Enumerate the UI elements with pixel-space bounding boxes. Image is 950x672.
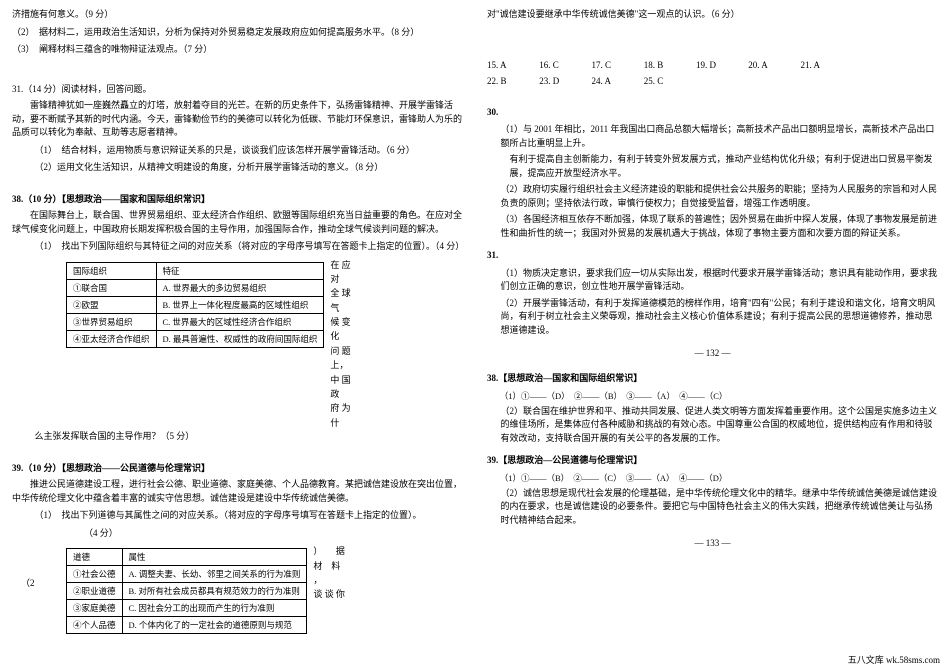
t1-h1: 国际组织 <box>67 262 157 279</box>
t2-r2c1: C. 因社会分工的出现而产生的行为准则 <box>122 600 307 617</box>
sn1-3: 问 题 上， <box>330 344 354 373</box>
sn1-1: 全 球 气 <box>330 286 354 315</box>
q31a-block: 31. （1）物质决定意识，要求我们应一切从实际出发，根据时代要求开展学雷锋活动… <box>487 249 938 340</box>
t2-r0c0: ①社会公德 <box>67 566 123 583</box>
q30-block: 30. （1）与 2001 年相比，2011 年我国出口商品总额大幅增长；高新技… <box>487 106 938 244</box>
q31a-i2: （2）开展学雷锋活动，有利于发挥道德模范的榜样作用，培育"四有"公民；有利于建设… <box>501 297 939 338</box>
a22: 22. B <box>487 76 537 86</box>
sn1-4: 中 国 政 <box>330 373 354 402</box>
t1-r1c1: B. 世界上一体化程度最高的区域性组织 <box>156 296 324 313</box>
q30-head: 30. <box>487 106 938 120</box>
page-133: — 133 — <box>487 538 938 548</box>
q38a-2: （2）联合国在维护世界和平、推动共同发展、促进人类文明等方面发挥着重要作用。这个… <box>487 405 938 446</box>
a24: 24. A <box>592 76 642 86</box>
answers-row1: 15. A 16. C 17. C 18. B 19. D 20. A 21. … <box>487 60 938 70</box>
a25: 25. C <box>644 76 694 86</box>
q30-i3: （3）各国经济相互依存不断加强，体现了联系的普遍性；因外贸易在曲折中探人发展，体… <box>501 213 939 240</box>
q38a-block: 38.【思想政治—国家和国际组织常识】 （1）①——（D） ②——（B） ③——… <box>487 372 938 448</box>
t2-r3c0: ④个人品德 <box>67 617 123 634</box>
sn2-1: 材 料 ， <box>313 559 345 588</box>
q31a-head: 31. <box>487 249 938 263</box>
t1-r3c1: D. 最具普遍性、权威性的政府间国际组织 <box>156 330 324 347</box>
table-org: 国际组织 特征 ①联合国A. 世界最大的多边贸易组织 ②欧盟B. 世界上一体化程… <box>66 262 324 348</box>
q30-i1b: 有利于提高自主创新能力，有利于转变外贸发展方式，推动产业结构优化升级；有利于促进… <box>501 153 939 180</box>
answers-row2: 22. B 23. D 24. A 25. C <box>487 76 938 86</box>
q39a-2: （2）诚信思想是现代社会发展的伦理基础，是中华传统伦理文化中的精华。继承中华传统… <box>487 487 938 528</box>
t2-r0c1: A. 调整夫妻、长幼、邻里之间关系的行为准则 <box>122 566 307 583</box>
a15: 15. A <box>487 60 537 70</box>
q30-i1: （1）与 2001 年相比，2011 年我国出口商品总额大幅增长；高新技术产品出… <box>501 123 939 150</box>
top-line-1: 济措施有何意义。（9 分） <box>12 8 463 22</box>
sn2-2: 谈 谈 你 <box>313 587 345 601</box>
q39-heading: 39.（10 分）【思想政治——公民道德与伦理常识】 <box>12 462 463 476</box>
t2-h1: 道德 <box>67 549 123 566</box>
a19: 19. D <box>696 60 746 70</box>
q31a-i1: （1）物质决定意识，要求我们应一切从实际出发，根据时代要求开展学雷锋活动；意识具… <box>501 267 939 294</box>
table2-wrap: 道德 属性 ①社会公德A. 调整夫妻、长幼、邻里之间关系的行为准则 ②职业道德B… <box>12 544 463 638</box>
top-line-2: （2） 据材料二，运用政治生活知识，分析为保持对外贸易稳定发展政府应如何提高服务… <box>12 26 463 40</box>
q39-sub1: （1） 找出下列道德与其属性之间的对应关系。（将对应的字母序号填写在答题卡上指定… <box>12 509 463 523</box>
a16: 16. C <box>539 60 589 70</box>
q39a-arrow: （1）①——（B） ②——（C） ③——（A） ④——（D） <box>487 472 938 484</box>
side2-pre: （2 <box>21 576 35 589</box>
table-morality: 道德 属性 ①社会公德A. 调整夫妻、长幼、邻里之间关系的行为准则 ②职业道德B… <box>66 548 307 634</box>
q38-tail: 么主张发挥联合国的主导作用？（5 分） <box>12 430 463 444</box>
sn2-0: ） 据 <box>313 544 345 558</box>
sn1-5: 府 为 什 <box>330 401 354 430</box>
a17: 17. C <box>592 60 642 70</box>
q31-text: 雷锋精神犹如一座巍然矗立的灯塔，放射着夺目的光芒。在新的历史条件下，弘扬雷锋精神… <box>12 99 463 140</box>
sn1-2: 候 变 化 <box>330 315 354 344</box>
t1-r3c0: ④亚太经济合作组织 <box>67 330 157 347</box>
q31-sub1: （1） 结合材料，运用物质与意识辩证关系的只是，谈谈我们应该怎样开展学雷锋活动。… <box>12 144 463 158</box>
t1-r2c1: C. 世界最大的区域性经济合作组织 <box>156 313 324 330</box>
t2-h2: 属性 <box>122 549 307 566</box>
q38-heading: 38.（10 分）【思想政治——国家和国际组织常识】 <box>12 193 463 207</box>
q39a-block: 39.【思想政治—公民道德与伦理常识】 （1）①——（B） ②——（C） ③——… <box>487 454 938 530</box>
q38a-head: 38.【思想政治—国家和国际组织常识】 <box>487 372 938 386</box>
t1-r0c1: A. 世界最大的多边贸易组织 <box>156 279 324 296</box>
t1-h2: 特征 <box>156 262 324 279</box>
a18: 18. B <box>644 60 694 70</box>
right-top: 对"诚信建设要继承中华传统诚信美德"这一观点的认识。（6 分） <box>487 8 938 22</box>
t1-r0c0: ①联合国 <box>67 279 157 296</box>
a21: 21. A <box>801 60 851 70</box>
a23: 23. D <box>539 76 589 86</box>
table1-wrap: 国际组织 特征 ①联合国A. 世界最大的多边贸易组织 ②欧盟B. 世界上一体化程… <box>12 258 463 431</box>
q39-text: 推进公民道德建设工程，进行社会公德、职业道德、家庭美德、个人品德教育。某把诚信建… <box>12 478 463 505</box>
t2-r3c1: D. 个体内化了的一定社会的道德原则与规范 <box>122 617 307 634</box>
q39-sub1b: （4 分） <box>12 527 463 541</box>
t2-r2c0: ③家庭美德 <box>67 600 123 617</box>
q31-heading: 31.（14 分）阅读材料，回答问题。 <box>12 83 463 97</box>
q39a-head: 39.【思想政治—公民道德与伦理常识】 <box>487 454 938 468</box>
side-note-1: 在 应 对 全 球 气 候 变 化 问 题 上， 中 国 政 府 为 什 <box>324 258 354 431</box>
right-column: 对"诚信建设要继承中华传统诚信美德"这一观点的认识。（6 分） 15. A 16… <box>475 0 950 672</box>
top-line-3: （3） 阐释材料三蕴含的唯物辩证法观点。（7 分） <box>12 43 463 57</box>
t1-r2c0: ③世界贸易组织 <box>67 313 157 330</box>
q31-sub2: （2）运用文化生活知识，从精神文明建设的角度，分析开展学雷锋活动的意义。（8 分… <box>12 161 463 175</box>
a20: 20. A <box>748 60 798 70</box>
t1-r1c0: ②欧盟 <box>67 296 157 313</box>
page-132: — 132 — <box>487 348 938 358</box>
q38-sub1: （1） 找出下列国际组织与其特征之间的对应关系（将对应的字母序号填写在答题卡上指… <box>12 240 463 254</box>
sn1-0: 在 应 对 <box>330 258 354 287</box>
q30-i2: （2）政府切实履行组织社会主义经济建设的职能和提供社会公共服务的职能；坚持为人民… <box>501 183 939 210</box>
q38a-arrow: （1）①——（D） ②——（B） ③——（A） ④——（C） <box>487 390 938 402</box>
watermark: 五八文库 wk.58sms.com <box>848 653 940 666</box>
t2-r1c0: ②职业道德 <box>67 583 123 600</box>
left-column: 济措施有何意义。（9 分） （2） 据材料二，运用政治生活知识，分析为保持对外贸… <box>0 0 475 672</box>
t2-r1c1: B. 对所有社会成员都具有规范效力的行为准则 <box>122 583 307 600</box>
side-note-2: ） 据 材 料 ， 谈 谈 你 <box>307 544 345 602</box>
q38-text: 在国际舞台上，联合国、世界贸易组织、亚太经济合作组织、欧盟等国际组织充当日益重要… <box>12 209 463 236</box>
